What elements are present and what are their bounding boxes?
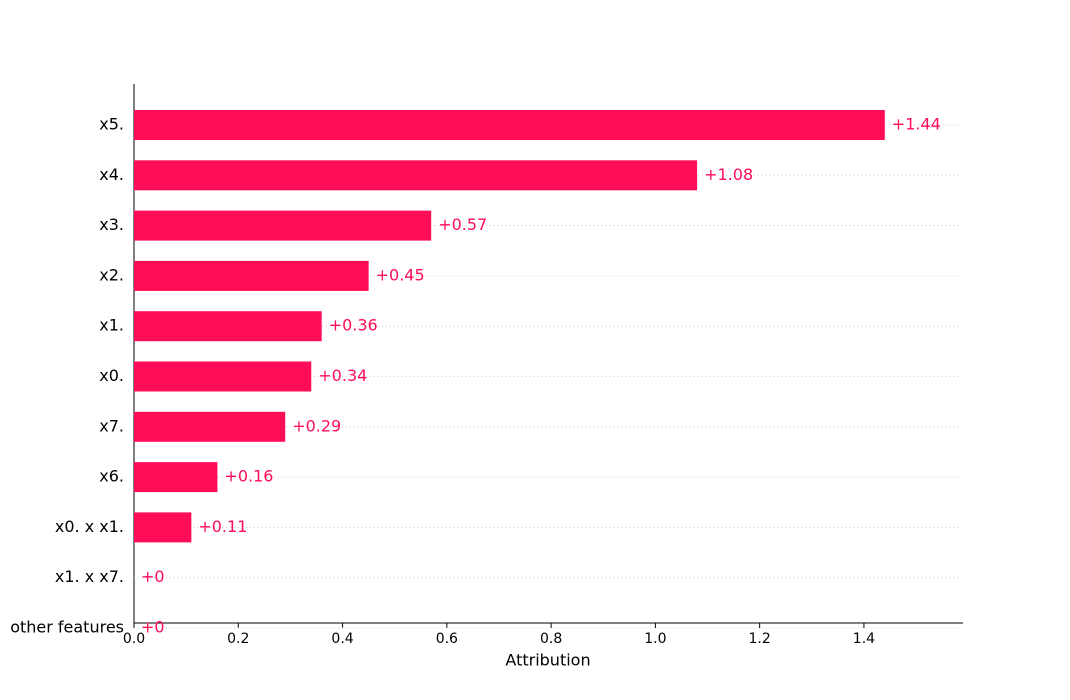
- x-tick-label: 0.4: [331, 631, 353, 647]
- x-tick-label: 1.2: [749, 631, 771, 647]
- y-tick-label: x7.: [99, 416, 124, 435]
- x-tick-label: 0.2: [227, 631, 249, 647]
- y-tick-label: x0.: [99, 366, 124, 385]
- value-label: +0.36: [329, 316, 378, 335]
- bar: [134, 311, 322, 342]
- bar: [134, 512, 192, 543]
- value-label: +0.34: [318, 366, 367, 385]
- value-label: +0: [141, 618, 165, 637]
- y-tick-label: x3.: [99, 215, 124, 234]
- x-axis-title: Attribution: [505, 651, 590, 670]
- y-tick-label: x1.: [99, 316, 124, 335]
- y-tick-label: x0. x x1.: [55, 517, 124, 536]
- x-tick-label: 1.4: [853, 631, 875, 647]
- y-tick-label: x2.: [99, 265, 124, 284]
- value-label: +0: [141, 567, 165, 586]
- x-tick-label: 0.8: [540, 631, 562, 647]
- bar: [134, 411, 286, 442]
- value-label: +0.16: [224, 467, 273, 486]
- value-label: +0.11: [198, 517, 247, 536]
- value-label: +0.29: [292, 416, 341, 435]
- bar: [134, 110, 885, 140]
- y-tick-label: x6.: [99, 467, 124, 486]
- x-tick-label: 1.0: [644, 631, 666, 647]
- value-label: +1.44: [892, 115, 941, 134]
- value-label: +0.45: [376, 265, 425, 284]
- y-tick-label: x5.: [99, 115, 124, 134]
- y-tick-label: x4.: [99, 165, 124, 184]
- bar: [134, 210, 432, 241]
- y-tick-label: x1. x x7.: [55, 567, 124, 586]
- bar: [134, 260, 369, 291]
- value-label: +1.08: [704, 165, 753, 184]
- x-tick-label: 0.0: [123, 631, 145, 647]
- value-label: +0.57: [438, 215, 487, 234]
- bar: [134, 361, 312, 392]
- bar: [134, 462, 218, 493]
- bar: [134, 160, 698, 191]
- x-tick-label: 0.6: [436, 631, 458, 647]
- y-tick-label: other features: [10, 618, 124, 637]
